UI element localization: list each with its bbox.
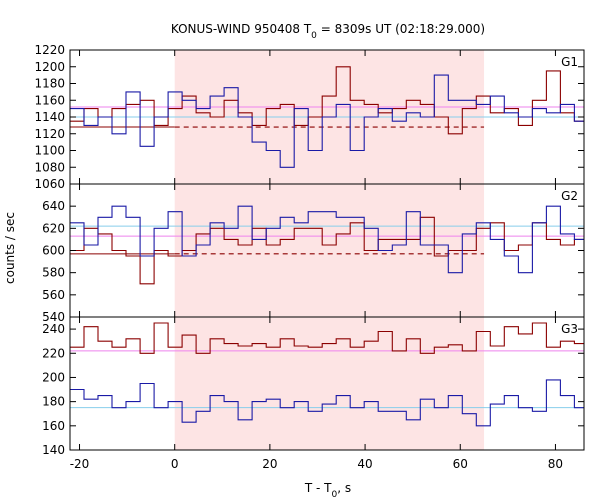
x-tick-label: 0	[171, 457, 179, 471]
y-tick-label: 140	[42, 443, 65, 457]
y-tick-label: 560	[42, 288, 65, 302]
x-tick-label: 80	[548, 457, 563, 471]
y-tick-label: 220	[42, 346, 65, 360]
series-step-line	[70, 205, 584, 274]
chart-title: KONUS-WIND 950408 T0 = 8309s UT (02:18:2…	[171, 22, 485, 41]
x-tick-label: 20	[262, 457, 277, 471]
y-tick-label: 1100	[34, 144, 65, 158]
panel-g1: 1060 1080 1100 1120 1140 1160 1180 1200 1220 G1	[34, 43, 585, 191]
y-tick-label: 1120	[34, 127, 65, 141]
y-tick-label: 640	[42, 199, 65, 213]
panel-g3: 140 160 180 200 220 240 G3	[42, 316, 585, 457]
x-tick-label: -20	[70, 457, 90, 471]
panel-frame	[69, 316, 585, 451]
shaded-interval	[174, 184, 485, 317]
y-tick-label: 1220	[34, 43, 65, 57]
y-tick-label: 620	[42, 221, 65, 235]
x-tick-label: 40	[357, 457, 372, 471]
shaded-interval	[174, 317, 485, 450]
y-axis-label: counts / sec	[3, 212, 17, 284]
y-tick-label: 1200	[34, 60, 65, 74]
y-tick-label: 160	[42, 419, 65, 433]
panel-g2: 540 560 580 600 620 640 G2	[42, 183, 585, 324]
y-tick-label: 600	[42, 244, 65, 258]
series-step-line	[70, 74, 584, 168]
y-tick-label: 580	[42, 266, 65, 280]
series-step-line	[70, 322, 584, 354]
panel-label: G2	[561, 189, 578, 203]
series-step-line	[70, 66, 584, 135]
y-tick-label: 240	[42, 322, 65, 336]
x-axis-label: T - T0, s	[304, 481, 351, 500]
y-tick-label: 540	[42, 310, 65, 324]
y-tick-label: 200	[42, 370, 65, 384]
panel-label: G3	[561, 322, 578, 336]
y-tick-label: 1080	[34, 160, 65, 174]
panels-group: 1060 1080 1100 1120 1140 1160 1180 1200 1220 G1 54…	[34, 43, 585, 471]
panel-label: G1	[561, 55, 578, 69]
y-tick-label: 1060	[34, 177, 65, 191]
series-step-line	[70, 379, 584, 427]
x-tick-label: 60	[453, 457, 468, 471]
y-tick-label: 180	[42, 395, 65, 409]
y-tick-label: 1160	[34, 93, 65, 107]
series-step-line	[70, 216, 584, 285]
y-tick-label: 1180	[34, 77, 65, 91]
y-tick-label: 1140	[34, 110, 65, 124]
